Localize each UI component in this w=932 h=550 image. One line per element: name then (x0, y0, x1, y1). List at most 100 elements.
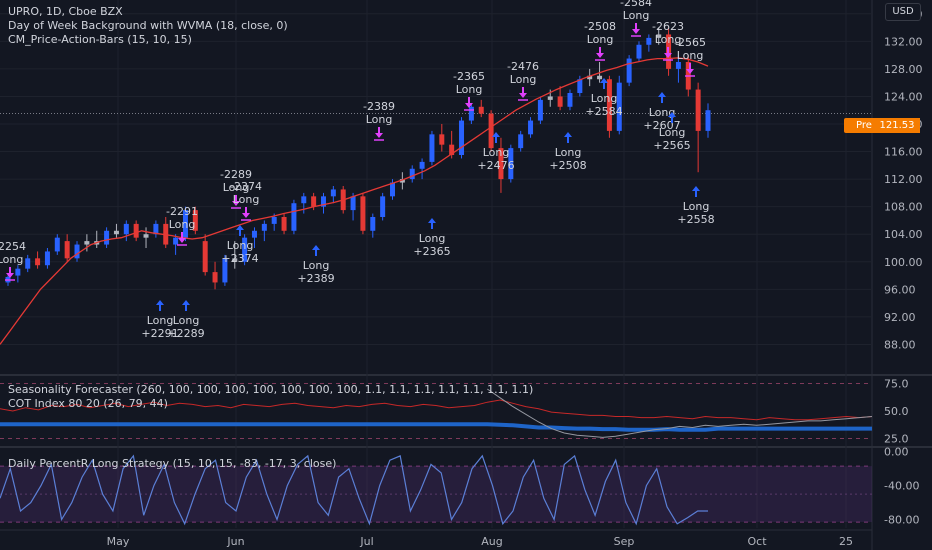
candle-body (153, 223, 159, 235)
indicator-legend-seasonality[interactable]: Seasonality Forecaster (260, 100, 100, 1… (8, 383, 534, 396)
exit-signal-value: -2365 (453, 70, 485, 83)
candle-body (626, 58, 632, 83)
long-signal-label: Long (483, 146, 510, 159)
price-axis-label: 100.00 (884, 256, 923, 269)
candle-body (399, 179, 405, 183)
candle-body (478, 106, 484, 114)
price-axis-label: 104.00 (884, 228, 923, 241)
pane2-series-line (0, 399, 873, 421)
price-axis-label: 88.00 (884, 338, 916, 351)
candle-body (251, 230, 257, 238)
long-signal-value: +2365 (413, 245, 450, 258)
candle-body (537, 99, 543, 121)
symbol-title[interactable]: UPRO, 1D, Cboe BZX (8, 5, 123, 18)
exit-signal-arrow (178, 232, 186, 243)
exit-signal-label: Long (623, 9, 650, 22)
price-axis-label: 96.00 (884, 283, 916, 296)
exit-signal-arrow (465, 97, 473, 108)
candle-body (459, 120, 465, 155)
exit-signal-value: -2289 (220, 168, 252, 181)
exit-signal-arrow (242, 207, 250, 218)
indicator-legend-price-action[interactable]: CM_Price-Action-Bars (15, 10, 15) (8, 33, 192, 46)
exit-signal-value: -2584 (620, 0, 652, 9)
long-signal-value: +2291 (141, 327, 178, 340)
candle-body (232, 258, 238, 262)
candle-body (202, 241, 208, 273)
price-axis-label: 112.00 (884, 173, 923, 186)
long-signal-arrow (658, 92, 666, 103)
exit-signal-value: -2508 (584, 20, 616, 33)
candle-body (84, 241, 90, 245)
candle-body (390, 182, 396, 197)
candle-body (301, 196, 307, 204)
exit-signal-arrow (519, 87, 527, 98)
long-signal-arrow (182, 300, 190, 311)
time-axis-label: Jun (226, 535, 244, 548)
exit-signal-label: Long (587, 33, 614, 46)
candle-body (173, 237, 179, 245)
candle-body (192, 210, 198, 231)
long-signal-label: Long (683, 200, 710, 213)
candle-body (54, 237, 60, 252)
candle-body (133, 223, 139, 238)
long-signal-arrow (492, 132, 500, 143)
long-signal-value: +2565 (653, 139, 690, 152)
candle-body (104, 230, 110, 245)
candle-body (528, 120, 534, 135)
time-axis-label: Aug (481, 535, 502, 548)
last-price-tag: 121.53 (874, 118, 920, 133)
long-signal-label: Long (649, 106, 676, 119)
long-signal-label: Long (555, 146, 582, 159)
candle-body (557, 96, 563, 107)
long-signal-arrow (600, 78, 608, 89)
candle-body (242, 237, 248, 262)
long-signal-label: Long (173, 314, 200, 327)
long-signal-label: Long (659, 126, 686, 139)
candle-body (547, 96, 553, 100)
candle-body (212, 272, 218, 283)
candle-body (380, 196, 386, 217)
indicator-legend-wvma[interactable]: Day of Week Background with WVMA (18, cl… (8, 19, 288, 32)
price-axis-label: 92.00 (884, 311, 916, 324)
candle-body (429, 134, 435, 162)
time-axis-label: Sep (614, 535, 635, 548)
indicator-legend-percentr[interactable]: Daily PercentR Long Strategy (15, 10, 15… (8, 457, 337, 470)
long-signal-label: Long (147, 314, 174, 327)
exit-signal-label: Long (655, 33, 682, 46)
percentr-axis-label: -40.00 (884, 480, 919, 493)
exit-signal-label: Long (233, 193, 260, 206)
exit-signal-arrow (632, 23, 640, 34)
candle-body (44, 251, 50, 266)
exit-signal-arrow (686, 63, 694, 74)
long-signal-arrow (668, 112, 676, 123)
pane2-series-line (487, 388, 873, 438)
candle-body (636, 44, 642, 59)
candle-body (488, 113, 494, 149)
candle-body (587, 75, 593, 80)
candle-body (123, 223, 129, 235)
candle-body (25, 258, 31, 269)
exit-signal-value: -2254 (0, 240, 26, 253)
percentr-line (0, 454, 708, 526)
long-signal-label: Long (227, 239, 254, 252)
long-signal-arrow (312, 245, 320, 256)
exit-signal-value: -2389 (363, 100, 395, 113)
candle-body (35, 258, 41, 266)
cot-axis-label: 25.0 (884, 433, 909, 446)
exit-signal-label: Long (366, 113, 393, 126)
candle-body (320, 196, 326, 207)
candle-body (646, 37, 652, 45)
candle-body (695, 89, 701, 131)
candle-body (113, 230, 119, 235)
exit-signal-arrow (596, 47, 604, 58)
exit-signal-label: Long (169, 218, 196, 231)
wvma-line (0, 57, 709, 345)
currency-button[interactable]: USD (885, 3, 921, 21)
candle-body (281, 217, 287, 231)
indicator-legend-cot[interactable]: COT Index 80 20 (26, 79, 44) (8, 397, 168, 410)
candle-body (656, 34, 662, 38)
long-signal-arrow (692, 186, 700, 197)
long-signal-value: +2584 (585, 105, 622, 118)
exit-signal-arrow (232, 195, 240, 206)
candle-body (449, 144, 455, 155)
